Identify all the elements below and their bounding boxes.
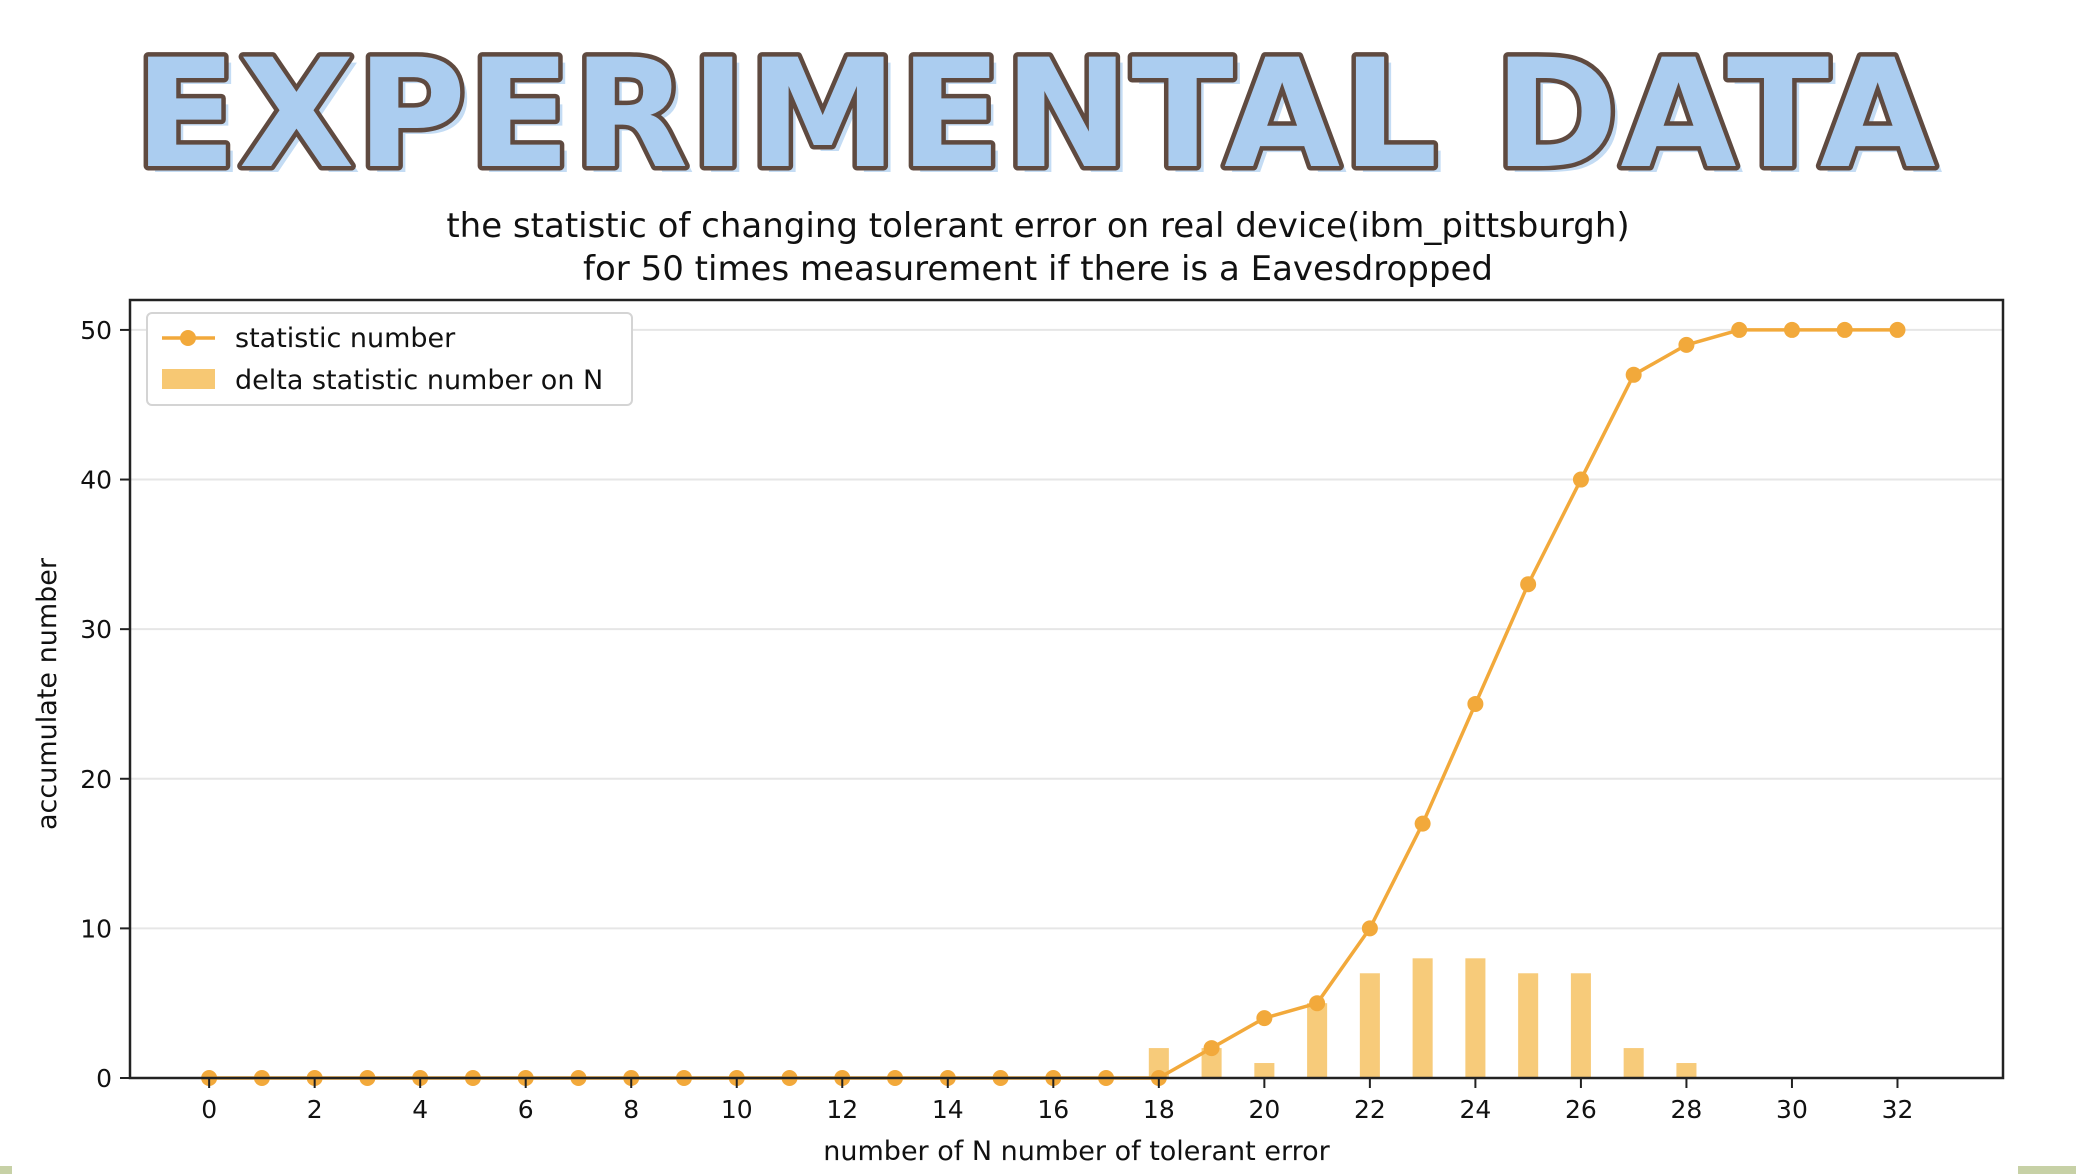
y-tick-label: 40: [80, 466, 112, 495]
data-point: [1309, 995, 1326, 1012]
data-point: [1467, 695, 1484, 712]
data-point: [1414, 815, 1431, 832]
x-tick-label: 16: [1037, 1095, 1069, 1124]
corner-decoration-right: [2018, 1166, 2076, 1174]
data-point: [1256, 1010, 1273, 1027]
y-tick-label: 0: [96, 1064, 112, 1093]
y-tick-label: 10: [80, 914, 112, 943]
y-axis-label: accumulate number: [32, 557, 63, 830]
bar: [1676, 1063, 1697, 1078]
x-tick-label: 32: [1882, 1095, 1914, 1124]
legend-bar-swatch: [162, 369, 215, 389]
x-tick-label: 28: [1671, 1095, 1703, 1124]
x-tick-label: 0: [201, 1095, 217, 1124]
bar: [1570, 973, 1591, 1078]
x-tick-label: 30: [1776, 1095, 1808, 1124]
bar: [1201, 1048, 1222, 1078]
x-tick-label: 18: [1143, 1095, 1175, 1124]
grid-layer: [130, 328, 2003, 930]
x-tick-label: 14: [932, 1095, 964, 1124]
data-point: [1889, 321, 1906, 338]
bar: [1412, 958, 1433, 1078]
x-tick-label: 10: [721, 1095, 753, 1124]
data-point: [1836, 321, 1853, 338]
legend-label-line: statistic number: [235, 323, 456, 354]
x-tick-label: 12: [826, 1095, 858, 1124]
data-point: [1625, 366, 1642, 383]
x-axis-label: number of N number of tolerant error: [823, 1136, 1330, 1167]
legend: statistic number delta statistic number o…: [146, 312, 633, 406]
bar: [1307, 1003, 1328, 1078]
y-tick-label: 20: [80, 765, 112, 794]
legend-label-bar: delta statistic number on N: [235, 365, 603, 396]
banner-title-shadow: EXPERIMENTAL DATA: [141, 34, 1944, 200]
data-point: [1361, 920, 1378, 937]
x-tick-label: 20: [1248, 1095, 1280, 1124]
line-layer: [201, 321, 1906, 1086]
data-point: [1520, 576, 1537, 593]
bar: [1254, 1063, 1275, 1078]
bar: [1518, 973, 1539, 1078]
chart-title-line2: for 50 times measurement if there is a E…: [583, 249, 1493, 289]
x-tick-label: 8: [623, 1095, 639, 1124]
corner-decoration-left: [0, 1166, 12, 1174]
x-tick-label: 26: [1565, 1095, 1597, 1124]
x-tick-label: 6: [518, 1095, 534, 1124]
x-tick-label: 24: [1459, 1095, 1491, 1124]
banner-svg: EXPERIMENTAL DATA EXPERIMENTAL DATA: [130, 24, 1944, 209]
data-point: [1783, 321, 1800, 338]
legend-box: [146, 312, 633, 406]
chart-title: the statistic of changing tolerant error…: [0, 205, 2076, 291]
data-point: [1572, 471, 1589, 488]
x-tick-label: 2: [307, 1095, 323, 1124]
x-tick-label: 22: [1354, 1095, 1386, 1124]
bar: [1359, 973, 1380, 1078]
banner-title: EXPERIMENTAL DATA: [134, 28, 1937, 200]
bar: [1465, 958, 1486, 1078]
data-point: [1731, 321, 1748, 338]
plot-frame: [128, 298, 2005, 1080]
legend-marker: [180, 330, 196, 346]
data-point: [1678, 336, 1695, 353]
x-tick-label: 4: [412, 1095, 428, 1124]
banner: EXPERIMENTAL DATA EXPERIMENTAL DATA: [0, 20, 2076, 209]
bar-layer: [1148, 958, 1697, 1078]
y-tick-label: 50: [80, 316, 112, 345]
chart-title-line1: the statistic of changing tolerant error…: [446, 206, 1630, 246]
y-tick-label: 30: [80, 615, 112, 644]
series-line: [209, 328, 1898, 1080]
data-point: [1203, 1040, 1220, 1057]
bar: [1148, 1048, 1169, 1078]
bar: [1623, 1048, 1644, 1078]
